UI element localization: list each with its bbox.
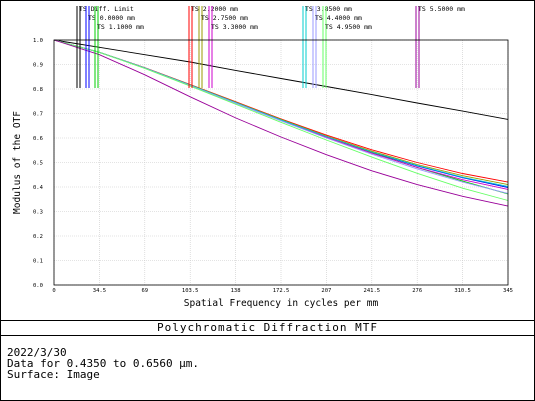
x-tick-label: 276	[412, 288, 422, 294]
legend-label: TS 4.4000 mm	[315, 14, 362, 22]
x-tick-label: 0	[52, 288, 55, 294]
legend-label: TS 0.0000 mm	[88, 14, 135, 22]
y-tick-label: 0.7	[33, 112, 43, 118]
y-tick-label: 0.8	[33, 87, 43, 93]
chart-series	[53, 39, 509, 207]
legend-label: TS 3.3000 mm	[211, 23, 258, 31]
y-tick-label: 1.0	[33, 38, 43, 44]
x-tick-label: 34.5	[93, 288, 106, 294]
y-tick-label: 0.9	[33, 63, 43, 69]
x-tick-label: 138	[231, 288, 241, 294]
legend-label: TS 1.1000 mm	[97, 23, 144, 31]
y-tick-label: 0.1	[33, 259, 43, 265]
series-line	[53, 39, 509, 201]
y-tick-label: 0.5	[33, 161, 43, 167]
divider-bottom	[0, 335, 535, 336]
chart-axes: 0 34.5 69 103.5 138 172.5 207 241.5 276 310.5 345 0…	[12, 38, 513, 309]
x-axis-title: Spatial Frequency in cycles per mm	[184, 298, 379, 309]
x-tick-label: 241.5	[364, 288, 381, 294]
x-tick-label: 207	[321, 288, 331, 294]
legend-label: TS Diff. Limit	[79, 5, 134, 13]
x-tick-label: 69	[141, 288, 148, 294]
legend-label: TS 2.7500 mm	[201, 14, 248, 22]
y-tick-label: 0.0	[33, 283, 43, 289]
plot-metadata: 2022/3/30 Data for 0.4350 to 0.6560 µm. …	[7, 347, 199, 380]
plot-border	[53, 39, 509, 286]
chart-grid	[53, 39, 509, 286]
y-tick-label: 0.2	[33, 234, 43, 240]
legend-label: TS 5.5000 mm	[418, 5, 465, 13]
x-tick-label: 345	[503, 288, 513, 294]
y-tick-label: 0.3	[33, 210, 43, 216]
y-tick-label: 0.6	[33, 136, 43, 142]
x-tick-label: 172.5	[273, 288, 290, 294]
legend-label: TS 3.8500 mm	[305, 5, 352, 13]
divider-top	[0, 320, 535, 321]
y-axis-title: Modulus of the OTF	[12, 111, 23, 214]
x-tick-label: 103.5	[182, 288, 199, 294]
plot-subtitle: Polychromatic Diffraction MTF	[156, 321, 379, 334]
y-tick-label: 0.4	[33, 185, 44, 191]
series-line	[53, 39, 509, 207]
meta-date: 2022/3/30	[7, 346, 67, 359]
x-tick-label: 310.5	[454, 288, 471, 294]
series-line	[53, 39, 509, 120]
meta-surface: Surface: Image	[7, 368, 100, 381]
legend-label: TS 4.9500 mm	[325, 23, 372, 31]
legend-label: TS 2.2000 mm	[191, 5, 238, 13]
meta-data-range: Data for 0.4350 to 0.6560 µm.	[7, 357, 200, 370]
